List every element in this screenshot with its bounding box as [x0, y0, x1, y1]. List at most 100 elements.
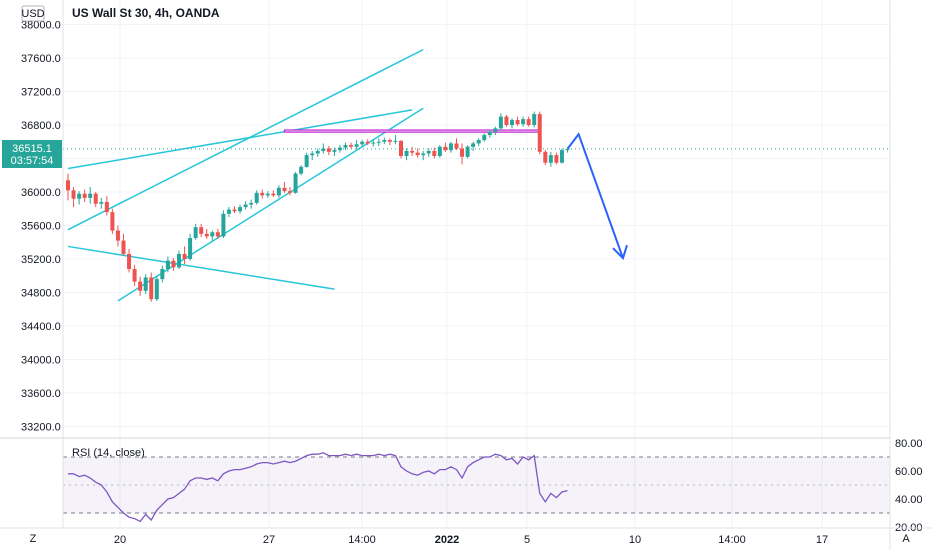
auto-scale-toggle[interactable]: A — [902, 533, 910, 545]
price-tick-label: 34400.0 — [21, 321, 61, 333]
candle — [165, 256, 170, 273]
candle — [537, 111, 542, 155]
candle — [243, 201, 248, 210]
candle — [188, 233, 193, 261]
trend-line — [67, 245, 335, 290]
candle — [260, 189, 265, 199]
rsi-line — [68, 452, 568, 523]
timezone-toggle[interactable]: Z — [30, 533, 37, 545]
candle — [521, 116, 526, 127]
candle — [193, 223, 198, 240]
candle — [399, 140, 403, 159]
candle-body — [498, 116, 503, 129]
candle-body — [282, 187, 287, 192]
candle-body — [426, 150, 431, 154]
candle-body — [471, 143, 476, 147]
time-tick-label: 10 — [629, 534, 641, 546]
candle — [127, 248, 132, 273]
currency-badge[interactable] — [21, 5, 45, 22]
candle-body — [376, 141, 381, 143]
time-tick-label: 20 — [114, 534, 126, 546]
candle-body — [115, 230, 120, 241]
price-tick-label: 33200.0 — [21, 422, 61, 434]
candle — [315, 148, 320, 157]
candle — [121, 233, 126, 256]
candle-body — [149, 277, 154, 300]
candle-body — [143, 277, 148, 291]
time-tick-label: 17 — [816, 534, 828, 546]
candle — [410, 146, 415, 156]
candle-body — [221, 213, 226, 237]
candle — [460, 143, 465, 165]
candle — [288, 186, 292, 196]
candle-body — [171, 260, 176, 268]
candle — [493, 126, 498, 136]
candle-body — [127, 253, 132, 270]
candle — [249, 199, 254, 209]
price-tick-label: 34000.0 — [21, 355, 61, 367]
rsi-panel — [63, 456, 890, 514]
candle — [426, 148, 431, 157]
candle-body — [304, 155, 309, 167]
rsi-tick-label: 60.00 — [895, 466, 923, 478]
candle-body — [460, 148, 465, 157]
candle-body — [487, 131, 492, 136]
candle — [138, 276, 143, 296]
candle-body — [410, 150, 415, 153]
candle-body — [138, 281, 143, 291]
time-tick-label: 2022 — [435, 534, 459, 546]
candle-body — [476, 140, 481, 144]
candle-body — [404, 150, 409, 156]
candle-body — [515, 119, 520, 125]
rsi-tick-label: 80.00 — [895, 438, 923, 450]
candle — [487, 130, 492, 138]
candle-body — [548, 155, 553, 163]
candle — [232, 206, 237, 213]
price-tick-label: 35600.0 — [21, 221, 61, 233]
price-tick-label: 36000.0 — [21, 187, 61, 199]
candle-body — [232, 209, 237, 212]
candle-body — [121, 240, 126, 254]
countdown-timer: 03:57:54 — [11, 155, 54, 167]
axes: 38000.037600.037200.036800.036400.036000… — [21, 20, 923, 547]
time-tick-label: 5 — [524, 534, 530, 546]
price-tick-label: 37200.0 — [21, 87, 61, 99]
candle-body — [349, 145, 354, 147]
candle-body — [193, 227, 198, 239]
candle — [510, 118, 514, 129]
candle-body — [293, 173, 298, 193]
candle — [293, 171, 298, 194]
candle-body — [554, 155, 559, 163]
candle — [326, 145, 331, 156]
candle-body — [88, 193, 93, 198]
candle-body — [332, 150, 337, 152]
candle-body — [543, 151, 548, 163]
price-tick-label: 38000.0 — [21, 20, 61, 32]
candle-body — [343, 145, 348, 148]
candle-body — [443, 146, 448, 151]
candle-body — [271, 193, 276, 196]
candle — [415, 148, 420, 158]
candle-body — [204, 233, 209, 237]
candle — [504, 114, 509, 127]
candle-body — [188, 238, 193, 259]
candle-body — [66, 180, 70, 191]
candlestick-series — [66, 111, 570, 302]
candle — [132, 264, 137, 286]
candle — [271, 190, 276, 198]
candle — [404, 148, 409, 161]
candle-body — [315, 150, 320, 154]
candle-body — [432, 150, 437, 156]
candle-body — [493, 128, 498, 132]
candle — [204, 228, 209, 239]
candle-body — [415, 152, 420, 156]
candle-body — [393, 140, 398, 142]
candle — [110, 208, 115, 234]
candle-body — [360, 141, 365, 145]
candle-body — [99, 202, 104, 204]
candle — [149, 272, 154, 302]
candle-body — [210, 232, 215, 237]
candle — [498, 113, 503, 131]
candle-body — [260, 192, 265, 196]
